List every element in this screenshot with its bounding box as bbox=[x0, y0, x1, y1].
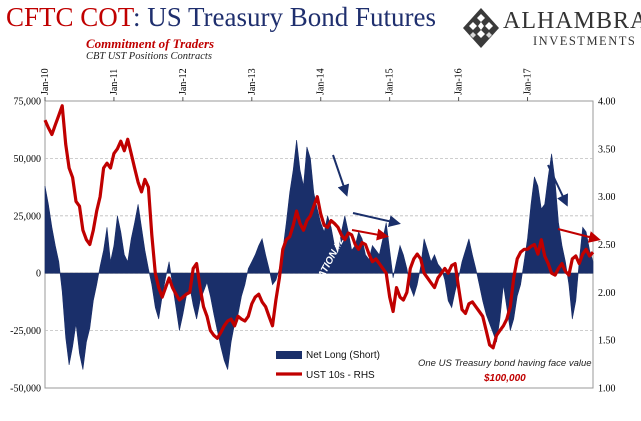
brand-logo: Alhambra Investments bbox=[461, 6, 641, 54]
reflation-3-label: REFLATION #3 bbox=[525, 274, 568, 342]
trend-arrow bbox=[557, 228, 601, 243]
ust10-line-path bbox=[43, 104, 595, 350]
trend-arrows bbox=[332, 154, 601, 243]
chart-subtitle: Commitment of Traders bbox=[86, 36, 215, 51]
left-tick-label: -25,000 bbox=[10, 326, 41, 337]
x-tick-label: Jan-12 bbox=[178, 68, 189, 95]
ust10-line bbox=[43, 104, 595, 350]
net-long-area-path bbox=[44, 139, 594, 370]
trend-arrow bbox=[352, 212, 401, 228]
diamond-emblem-icon bbox=[463, 8, 499, 48]
right-tick-label: 1.00 bbox=[598, 384, 616, 395]
trend-arrow bbox=[332, 154, 350, 197]
left-tick-label: -50,000 bbox=[10, 384, 41, 395]
right-tick-label: 2.00 bbox=[598, 288, 616, 299]
x-tick-label: Jan-14 bbox=[316, 68, 327, 95]
x-tick-label: Jan-11 bbox=[109, 69, 120, 95]
x-tick-label: Jan-13 bbox=[247, 68, 258, 95]
title-rest: : US Treasury Bond Futures bbox=[132, 2, 436, 32]
left-tick-label: 0 bbox=[36, 269, 41, 280]
face-value-amount: $100,000 bbox=[483, 373, 526, 384]
left-tick-label: 50,000 bbox=[14, 154, 42, 165]
chart-title: CFTC COT: US Treasury Bond Futures bbox=[6, 2, 436, 33]
right-tick-label: 1.50 bbox=[598, 336, 616, 347]
logo-name: Alhambra bbox=[503, 8, 641, 34]
legend-swatch-net-long bbox=[276, 351, 302, 359]
x-tick-label: Jan-10 bbox=[40, 68, 51, 95]
x-tick-label: Jan-17 bbox=[523, 68, 534, 95]
right-tick-label: 2.50 bbox=[598, 240, 616, 251]
right-axis-ticks: 1.00 1.50 2.00 2.50 3.00 3.50 4.00 bbox=[598, 97, 616, 395]
left-tick-label: 75,000 bbox=[14, 97, 42, 108]
right-tick-label: 4.00 bbox=[598, 97, 616, 108]
trend-arrow bbox=[547, 164, 568, 207]
left-tick-label: 25,000 bbox=[14, 211, 42, 222]
logo-subtext: Investments bbox=[533, 34, 637, 48]
title-highlight: CFTC COT bbox=[6, 2, 133, 32]
right-tick-label: 3.50 bbox=[598, 144, 616, 155]
legend-label-net-long: Net Long (Short) bbox=[306, 350, 380, 361]
trend-arrow bbox=[351, 228, 389, 241]
right-tick-label: 3.00 bbox=[598, 192, 616, 203]
legend: Net Long (Short) UST 10s - RHS bbox=[276, 350, 380, 381]
legend-label-ust10: UST 10s - RHS bbox=[306, 370, 375, 381]
left-axis-ticks: -50,000 -25,000 0 25,000 50,000 75,000 bbox=[10, 97, 41, 395]
net-long-area bbox=[44, 139, 594, 370]
face-value-note: One US Treasury bond having face value bbox=[418, 358, 592, 369]
x-tick-label: Jan-16 bbox=[454, 68, 465, 95]
chart-source-note: CBT UST Positions Contracts bbox=[86, 51, 212, 62]
x-tick-label: Jan-15 bbox=[385, 68, 396, 95]
x-axis-ticks: Jan-10 Jan-11 Jan-12 Jan-13 Jan-14 Jan-15 Jan-… bbox=[40, 68, 534, 101]
